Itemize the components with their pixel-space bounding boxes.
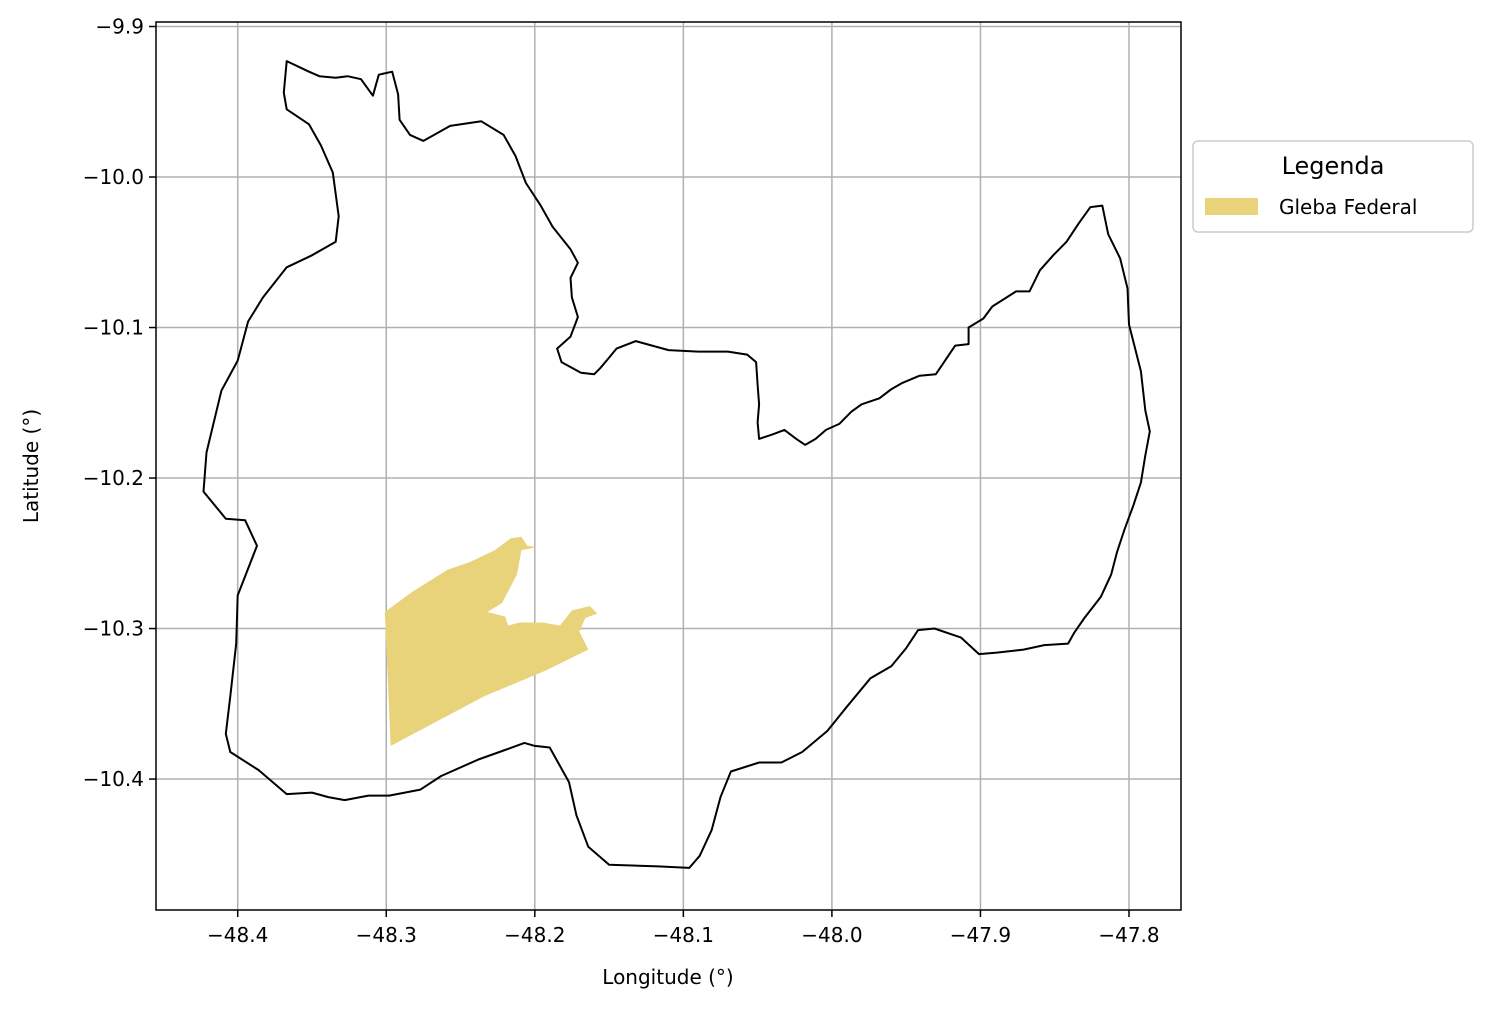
y-tick-label: −10.4 (83, 767, 144, 791)
legend-title: Legenda (1282, 152, 1385, 180)
plot-frame (155, 21, 1182, 911)
y-tick-label: −10.1 (83, 316, 144, 340)
x-tick-label: −47.8 (1098, 923, 1159, 947)
legend-label-gleba-federal: Gleba Federal (1279, 195, 1417, 219)
legend-swatch-gleba-federal (1205, 198, 1258, 215)
x-tick-label: −47.9 (950, 923, 1011, 947)
y-tick-label: −9.9 (95, 15, 144, 39)
x-tick-label: −48.2 (504, 923, 565, 947)
y-axis-label: Latitude (°) (19, 409, 43, 523)
x-tick-label: −48.0 (801, 923, 862, 947)
x-tick-label: −48.4 (207, 923, 268, 947)
y-tick-label: −10.3 (83, 617, 144, 641)
legend: Legenda Gleba Federal (1192, 140, 1474, 233)
x-axis-label: Longitude (°) (602, 965, 733, 989)
municipal-boundary (202, 60, 1151, 869)
y-tick-label: −10.2 (83, 466, 144, 490)
x-axis-ticks: −48.4 −48.3 −48.2 −48.1 −48.0 −47.9 −47.8 (207, 910, 1160, 947)
y-tick-label: −10.0 (83, 165, 144, 189)
x-tick-label: −48.3 (356, 923, 417, 947)
y-axis-ticks: −9.9 −10.0 −10.1 −10.2 −10.3 −10.4 (83, 15, 156, 791)
x-tick-label: −48.1 (653, 923, 714, 947)
gleba-federal-area (384, 536, 598, 746)
grid-lines (156, 22, 1181, 910)
legend-box (1192, 140, 1474, 233)
